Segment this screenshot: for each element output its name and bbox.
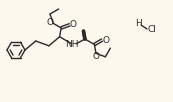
Text: H: H (135, 19, 141, 28)
Text: O: O (70, 20, 77, 29)
Text: NH: NH (65, 40, 79, 49)
Text: O: O (93, 52, 99, 61)
Text: Cl: Cl (148, 26, 156, 34)
Text: O: O (102, 35, 109, 44)
Text: O: O (47, 18, 54, 27)
